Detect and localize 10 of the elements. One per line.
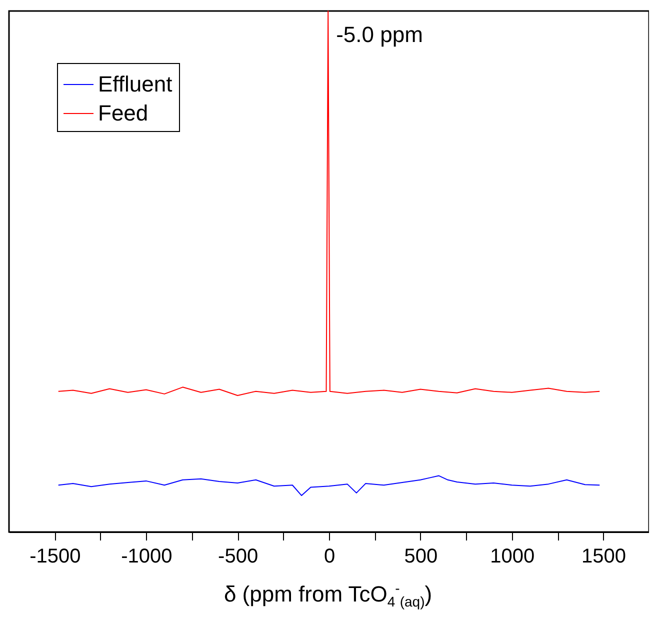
legend-label: Effluent [98,72,172,96]
x-tick-label: 500 [404,546,438,568]
x-tick-label: -1500 [30,546,81,568]
legend-label: Feed [98,100,148,126]
x-tick-label: 1500 [582,546,626,568]
x-tick-label: -500 [218,546,258,568]
annotation: -5.0 ppm [336,22,423,47]
x-tick-label: 0 [324,546,336,568]
x-tick-label: 1000 [490,546,535,568]
x-tick-label: -1000 [121,546,172,568]
